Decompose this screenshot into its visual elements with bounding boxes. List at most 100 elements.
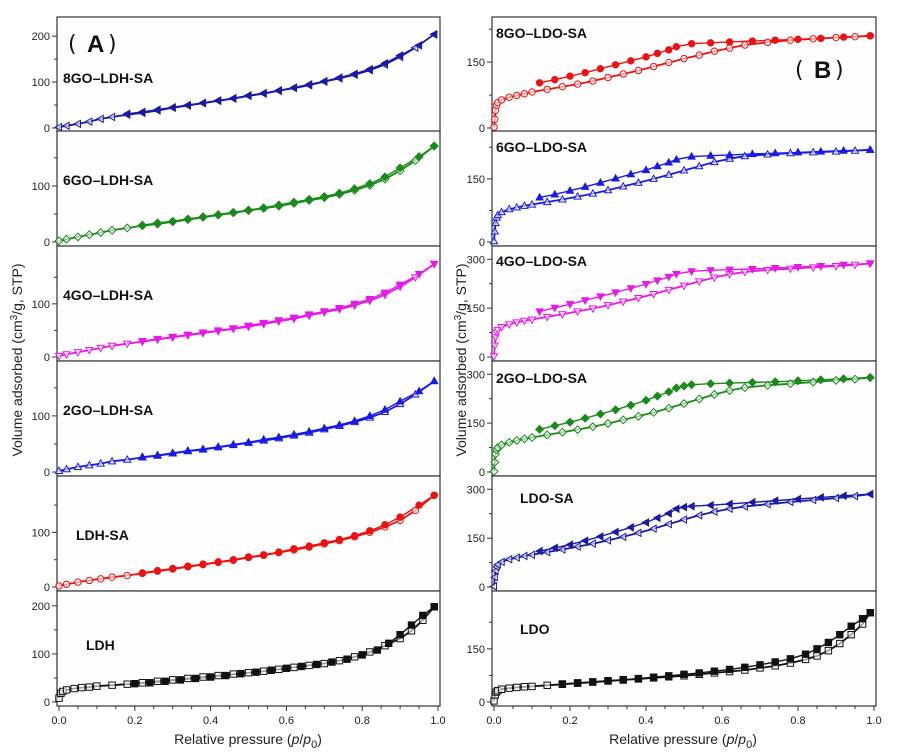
adsorption-point <box>96 344 106 353</box>
desorption-point <box>535 424 545 434</box>
adsorption-point <box>184 674 192 683</box>
panel-a-3: 0 100 4GO–LDH-SA <box>32 245 441 364</box>
adsorption-point <box>504 554 513 564</box>
desorption-point <box>866 32 874 40</box>
desorption-point <box>213 442 223 450</box>
x-tick-label: 0.2 <box>127 715 142 727</box>
desorption-point <box>199 560 207 568</box>
figure-label-b-close-paren: ) <box>835 58 844 83</box>
desorption-point <box>611 173 620 182</box>
adsorption-point <box>61 121 70 131</box>
desorption-point <box>672 43 681 51</box>
adsorption-point <box>513 683 521 692</box>
desorption-point <box>259 551 268 559</box>
desorption-point <box>304 311 314 320</box>
desorption-point <box>686 501 695 511</box>
desorption-point <box>297 662 306 671</box>
adsorption-point <box>542 197 552 206</box>
adsorption-point <box>366 648 374 656</box>
adsorption-point <box>618 415 628 425</box>
desorption-point <box>229 556 238 564</box>
desorption-point <box>183 100 191 110</box>
desorption-point <box>793 147 803 156</box>
desorption-point <box>626 169 636 178</box>
desorption-point <box>228 207 238 217</box>
y-tick-label: 200 <box>32 601 50 613</box>
x-axis-title-a: Relative pressure (p/p0) <box>174 731 322 751</box>
desorption-point <box>258 88 267 98</box>
desorption-point <box>274 200 284 210</box>
adsorption-point <box>496 557 505 567</box>
panel-a-4: 0 100 2GO–LDH-SA <box>32 360 441 479</box>
adsorption-point <box>199 673 207 681</box>
desorption-point <box>580 297 590 306</box>
x-axis-title-a-p: p <box>291 731 300 747</box>
adsorption-point <box>786 36 795 44</box>
desorption-point <box>430 603 438 611</box>
desorption-point <box>634 674 643 683</box>
desorption-point <box>184 562 192 570</box>
desorption-point <box>611 289 620 298</box>
x-tick-label: 1.0 <box>866 715 881 727</box>
adsorption-point <box>244 668 253 677</box>
adsorption-point <box>123 680 131 688</box>
adsorption-point <box>710 157 719 166</box>
adsorption-point <box>520 317 529 326</box>
desorption-point <box>131 680 139 688</box>
desorption-point <box>706 151 715 159</box>
desorption-point <box>419 611 427 620</box>
desorption-point <box>748 37 757 45</box>
adsorption-point <box>78 683 86 692</box>
desorption-point <box>816 146 826 155</box>
adsorption-point <box>527 199 537 208</box>
desorption-point <box>289 197 299 207</box>
adsorption-point <box>558 83 567 91</box>
desorption-point <box>334 188 345 198</box>
adsorption-point <box>709 389 719 400</box>
adsorption-point <box>618 532 627 542</box>
y-axis-title-a-sup: 3 <box>9 314 20 320</box>
adsorption-point <box>108 681 116 689</box>
adsorption-point <box>634 294 643 303</box>
adsorption-point <box>572 542 581 551</box>
adsorption-point <box>618 298 628 307</box>
adsorption-point <box>558 311 567 320</box>
adsorption-point <box>824 646 833 655</box>
adsorption-point <box>497 96 506 104</box>
adsorption-point <box>96 575 105 583</box>
desorption-point <box>550 543 558 553</box>
adsorption-point <box>108 573 116 581</box>
desorption-point <box>267 666 275 674</box>
desorption-point <box>304 80 313 89</box>
desorption-point <box>380 289 390 298</box>
desorption-point <box>319 308 329 316</box>
desorption-point <box>305 542 313 550</box>
desorption-point <box>304 426 314 435</box>
adsorption-point <box>808 377 818 387</box>
y-tick-label: 0 <box>479 352 485 364</box>
desorption-point <box>865 489 874 499</box>
desorption-point <box>595 532 604 541</box>
adsorption-point <box>490 342 500 351</box>
desorption-point <box>343 655 351 663</box>
desorption-point <box>373 646 382 654</box>
sample-label: 6GO–LDO-SA <box>496 139 587 155</box>
y-tick-label: 150 <box>467 533 485 545</box>
desorption-point <box>642 53 650 61</box>
x-axis-title-b-p: p <box>726 731 735 747</box>
desorption-point <box>839 145 848 154</box>
sample-label: 8GO–LDH-SA <box>63 70 153 86</box>
desorption-point <box>770 264 780 273</box>
desorption-point <box>596 177 605 186</box>
x-tick-label: 0.4 <box>203 715 218 727</box>
y-tick-label: 0 <box>479 582 485 594</box>
adsorption-point <box>808 264 818 273</box>
adsorption-point <box>649 174 658 182</box>
adsorption-point <box>740 383 750 393</box>
desorption-point <box>550 304 560 313</box>
y-tick-label: 0 <box>479 237 485 249</box>
adsorption-point <box>96 227 106 238</box>
adsorption-point <box>122 454 132 463</box>
desorption-point <box>168 102 176 112</box>
desorption-point <box>687 39 696 48</box>
